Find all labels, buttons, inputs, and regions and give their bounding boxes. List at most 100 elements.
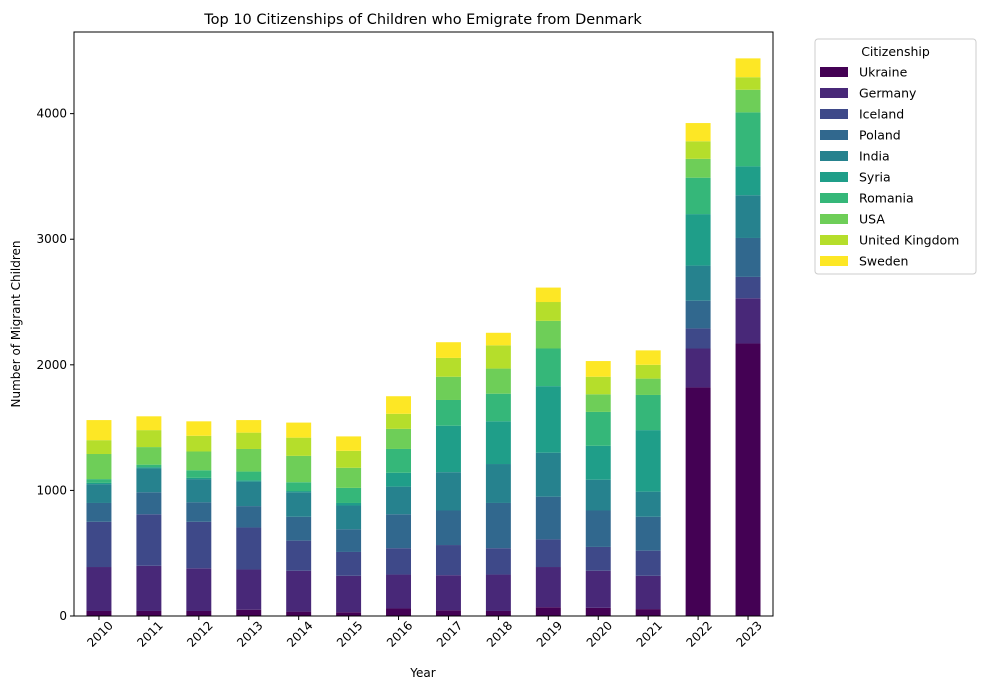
bar-segment xyxy=(535,496,561,540)
bar-segment xyxy=(186,435,212,452)
bar-segment xyxy=(336,612,362,616)
legend-label: Ukraine xyxy=(859,65,908,80)
legend-swatch xyxy=(820,256,848,266)
bars-layer xyxy=(86,58,761,616)
bar-segment xyxy=(685,141,711,159)
bar-segment xyxy=(86,610,112,616)
bar-segment xyxy=(236,432,262,449)
bar-segment xyxy=(735,237,761,277)
legend-label: Sweden xyxy=(859,254,908,269)
bar-segment xyxy=(435,399,461,426)
x-axis: 2010 2011 2012 2013 2014 2015 2016 2017 2018 2019… xyxy=(84,616,765,650)
bar-segment xyxy=(685,123,711,142)
bar-segment xyxy=(585,607,611,616)
bar-segment xyxy=(136,430,162,448)
bar-segment xyxy=(685,387,711,616)
bar-segment xyxy=(236,569,262,610)
bar-segment xyxy=(485,502,511,549)
bar-segment xyxy=(735,166,761,196)
plot-frame xyxy=(73,31,774,617)
bar-segment xyxy=(535,452,561,497)
bar-segment xyxy=(635,350,661,365)
bar-segment xyxy=(286,611,312,616)
bar-segment xyxy=(86,521,112,568)
bar-segment xyxy=(336,450,362,468)
bar-segment xyxy=(485,421,511,465)
y-axis-title: Number of Migrant Children xyxy=(9,240,23,407)
bar-segment xyxy=(435,342,461,358)
bar-segment xyxy=(435,575,461,611)
x-tick-label: 2020 xyxy=(584,618,615,649)
bar-segment xyxy=(236,420,262,433)
bar-segment xyxy=(435,357,461,377)
legend-title: Citizenship xyxy=(861,44,930,59)
bar-segment xyxy=(485,548,511,575)
bar-segment xyxy=(685,328,711,349)
bar-segment xyxy=(735,298,761,344)
legend-swatch xyxy=(820,214,848,224)
bar-segment xyxy=(286,540,312,571)
legend: Citizenship Ukraine Germany Iceland Poland I… xyxy=(814,38,977,275)
bar-segment xyxy=(386,486,412,515)
bar-segment xyxy=(585,394,611,412)
bar-segment xyxy=(485,332,511,346)
legend-label: Poland xyxy=(859,128,901,143)
bar-segment xyxy=(336,575,362,613)
y-tick-label: 3000 xyxy=(36,232,67,246)
y-tick-label: 1000 xyxy=(36,483,67,497)
bar-segment xyxy=(585,510,611,547)
bar-segment xyxy=(86,482,112,485)
bar-segment xyxy=(735,343,761,616)
bar-segment xyxy=(386,548,412,575)
bar-segment xyxy=(336,436,362,451)
bar-segment xyxy=(136,468,162,493)
bar-segment xyxy=(535,348,561,387)
bar-segment xyxy=(336,529,362,552)
bar-segment xyxy=(635,378,661,395)
bar-segment xyxy=(685,177,711,215)
bar-segment xyxy=(286,492,312,517)
x-tick-label: 2011 xyxy=(134,618,165,649)
bar-segment xyxy=(535,567,561,608)
bar-segment xyxy=(236,471,262,481)
bar-segment xyxy=(635,394,661,431)
bar-segment xyxy=(86,479,112,483)
bar-segment xyxy=(685,158,711,178)
bar-segment xyxy=(186,421,212,436)
legend-label: United Kingdom xyxy=(859,233,959,248)
bar-segment xyxy=(186,521,212,569)
bar-segment xyxy=(485,610,511,616)
bar-segment xyxy=(136,467,162,469)
bar-segment xyxy=(685,300,711,329)
bar-segment xyxy=(685,348,711,388)
bar-segment xyxy=(585,411,611,446)
bar-segment xyxy=(236,480,262,482)
x-tick-label: 2015 xyxy=(334,618,365,649)
bar-segment xyxy=(435,376,461,400)
bar-segment xyxy=(735,112,761,167)
legend-swatch xyxy=(820,130,848,140)
bar-segment xyxy=(136,416,162,431)
bar-segment xyxy=(585,570,611,608)
x-tick-label: 2021 xyxy=(634,618,665,649)
bar-segment xyxy=(336,551,362,576)
legend-swatch xyxy=(820,235,848,245)
bar-segment xyxy=(435,610,461,616)
bar-segment xyxy=(136,565,162,611)
legend-swatch xyxy=(820,172,848,182)
bar-segment xyxy=(485,574,511,611)
bar-segment xyxy=(435,545,461,576)
bar-segment xyxy=(735,276,761,299)
bar-segment xyxy=(336,467,362,488)
legend-label: Romania xyxy=(859,191,914,206)
bar-segment xyxy=(86,567,112,611)
bar-segment xyxy=(286,516,312,541)
x-tick-label: 2014 xyxy=(284,618,315,649)
bar-segment xyxy=(236,448,262,472)
bar-segment xyxy=(286,422,312,438)
bar-segment xyxy=(685,265,711,301)
x-tick-label: 2022 xyxy=(684,618,715,649)
bar-segment xyxy=(136,464,162,468)
bar-segment xyxy=(336,505,362,530)
